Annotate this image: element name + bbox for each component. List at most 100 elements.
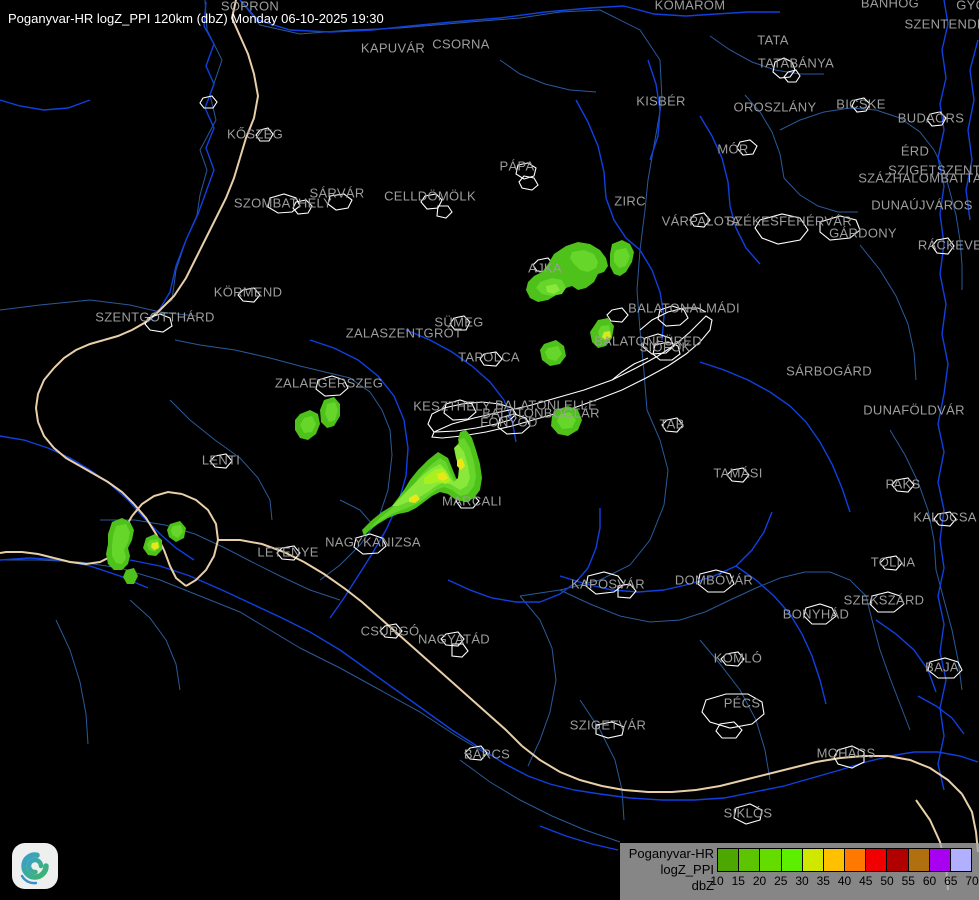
- city-label: DUNAFÖLDVÁR: [863, 402, 965, 418]
- city-label: VÁRPALOTA: [661, 213, 741, 229]
- legend-labels: Poganyvar-HR logZ_PPI dbZ: [622, 846, 714, 894]
- city-label: NAGYATÁD: [418, 631, 490, 647]
- tick-label: 70: [965, 874, 979, 888]
- color-swatch: [823, 849, 846, 871]
- city-label: KŐSZEG: [227, 126, 283, 142]
- city-label: SZOMBATHELY: [233, 195, 333, 211]
- tick-label: 55: [901, 874, 915, 888]
- city-label: NAGYKANIZSA: [325, 534, 421, 550]
- tick-label: 30: [795, 874, 809, 888]
- tick-label: 65: [944, 874, 958, 888]
- city-label: AJKA: [528, 260, 562, 276]
- color-scale-ticks: 10 15 20 25 30 35 40 45 50 55 60 65 70: [710, 874, 978, 892]
- tick-label: 60: [922, 874, 937, 888]
- weather-service-logo: [12, 843, 58, 889]
- color-swatch: [887, 849, 909, 871]
- color-swatch: [950, 849, 972, 871]
- city-label: KALOCSA: [913, 509, 977, 525]
- city-label: SIÓFOK: [639, 339, 691, 355]
- city-label: SZÉKESFEHÉRVÁR: [725, 213, 853, 229]
- city-label: TAMÁSI: [713, 465, 763, 481]
- city-label: SZIGETVÁR: [569, 717, 647, 733]
- tick-label: 10: [710, 874, 724, 888]
- tick-label: 50: [880, 874, 894, 888]
- tick-label: 45: [859, 874, 873, 888]
- urban-areas: [144, 57, 963, 825]
- color-scale-bar: [717, 848, 972, 872]
- color-swatch: [908, 849, 930, 871]
- city-label: CELLDÖMÖLK: [384, 188, 476, 204]
- city-label: SÁRBOGÁRD: [786, 363, 872, 379]
- city-label: ÉRD: [900, 143, 930, 159]
- city-label: KÖRMEND: [213, 284, 283, 300]
- city-label: CSORNA: [432, 36, 490, 52]
- logo-hit-area[interactable]: [12, 843, 58, 889]
- city-label: BICSKE: [836, 96, 886, 112]
- city-label: SOPRON: [220, 0, 280, 14]
- city-label: DOMBÓVÁR: [674, 572, 754, 588]
- tick-label: 15: [731, 874, 745, 888]
- city-label: LETENYE: [257, 544, 319, 560]
- legend-line-product: logZ_PPI: [660, 862, 714, 877]
- city-label: DUNAÚJVÁROS: [871, 197, 973, 213]
- page-title: Poganyvar-HR logZ_PPI 120km (dbZ) Monday…: [8, 11, 384, 26]
- color-swatch: [929, 849, 951, 871]
- city-label: RÁCKEVE: [917, 237, 979, 253]
- city-label: ZALAEGERSZEG: [274, 375, 384, 391]
- tick-label: 35: [816, 874, 830, 888]
- city-label: PÉCS: [723, 695, 761, 711]
- city-label: KOMÁROM: [654, 0, 726, 13]
- city-label: TATA: [757, 32, 789, 48]
- city-label: BALATONBOGLÁR: [482, 405, 600, 421]
- tick-label: 20: [752, 874, 767, 888]
- city-label: TAPOLCA: [458, 349, 520, 365]
- city-label: CSURGÓ: [360, 623, 420, 639]
- radar-echoes: [106, 240, 634, 584]
- city-label: BUDAÖRS: [897, 110, 965, 126]
- city-label: SZENTENDRE: [904, 16, 979, 32]
- city-label: BAJA: [925, 659, 959, 675]
- city-label: GÁRDONY: [829, 225, 897, 241]
- city-label: MÓR: [717, 141, 749, 157]
- city-label: OROSZLÁNY: [733, 99, 817, 115]
- color-swatch: [739, 849, 761, 871]
- city-label: BALATONFÜRED: [594, 333, 702, 349]
- city-label: SZIGETSZENTMIKLÓS: [888, 162, 979, 178]
- color-swatch: [718, 849, 740, 871]
- city-label: PAKS: [885, 476, 921, 492]
- city-label: PÁPA: [499, 158, 535, 174]
- color-swatch: [845, 849, 867, 871]
- city-label: ZIRC: [614, 193, 646, 209]
- legend-panel: Poganyvar-HR logZ_PPI dbZ 10 15 20 25 30 35 40…: [620, 843, 979, 900]
- city-label: LENTI: [201, 452, 241, 468]
- city-label: TATABÁNYA: [757, 55, 835, 71]
- city-label: BALATONLELLE: [494, 397, 598, 413]
- city-label: FONYÓD: [480, 414, 538, 430]
- county-boundaries: [0, 0, 963, 843]
- city-label: SZEKSZÁRD: [843, 592, 925, 608]
- color-swatch: [760, 849, 782, 871]
- tick-label: 40: [837, 874, 852, 888]
- city-label: ZALASZENTGRÓT: [345, 325, 463, 341]
- city-label: TAB: [659, 416, 685, 432]
- legend-line-unit: dbZ: [691, 878, 714, 893]
- city-label: SÜMEG: [434, 314, 484, 330]
- city-label: MARCALI: [442, 493, 502, 509]
- city-label: TOLNA: [870, 554, 916, 570]
- city-label: KOMLÓ: [713, 650, 763, 666]
- city-label: BÁNHOG: [860, 0, 920, 11]
- city-label: SZENTGOTTHÁRD: [95, 309, 215, 325]
- color-swatch: [866, 849, 888, 871]
- city-label: KAPUVÁR: [360, 40, 426, 56]
- tick-label: 25: [774, 874, 788, 888]
- city-label: SÁRVÁR: [309, 185, 365, 201]
- city-label: KAPOSVÁR: [571, 576, 645, 592]
- city-label: KESZTHELY: [413, 398, 491, 414]
- legend-line-radar: Poganyvar-HR: [628, 846, 714, 861]
- city-label: BONYHÁD: [782, 606, 850, 622]
- city-label: KISBÉR: [636, 93, 686, 109]
- color-swatch: [781, 849, 803, 871]
